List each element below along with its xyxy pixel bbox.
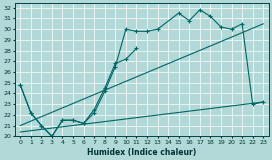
- X-axis label: Humidex (Indice chaleur): Humidex (Indice chaleur): [87, 148, 196, 156]
